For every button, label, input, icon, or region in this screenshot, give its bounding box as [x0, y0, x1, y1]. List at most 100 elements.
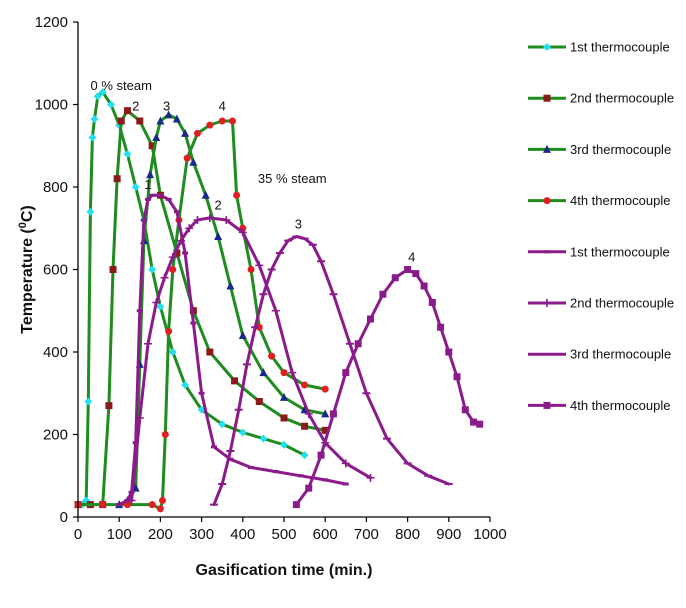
y-axis-title-sup: 0 — [17, 222, 29, 228]
data-point — [322, 478, 329, 482]
data-point — [168, 348, 177, 356]
data-point — [280, 369, 288, 377]
data-point — [156, 116, 165, 125]
legend-swatch-marker — [543, 401, 551, 409]
x-tick-label: 500 — [271, 526, 296, 543]
y-tick-label: 1200 — [35, 14, 68, 31]
y-tick-label: 600 — [43, 262, 68, 279]
legend-entry: 2nd thermocouple — [528, 91, 674, 106]
legend-entry: 1st thermocouple — [528, 244, 670, 259]
legend-entry: 4th thermocouple — [528, 193, 670, 208]
annotation-label: 3 — [295, 216, 302, 231]
data-point — [391, 274, 399, 282]
data-point — [301, 422, 309, 430]
data-point — [117, 117, 125, 125]
data-point — [304, 409, 313, 418]
annotation-label: 2 — [132, 99, 139, 114]
x-tick-label: 400 — [230, 526, 255, 543]
x-tick-label: 0 — [74, 526, 82, 543]
data-point — [428, 299, 436, 306]
x-tick-label: 700 — [354, 526, 379, 543]
annotation-label: 4 — [408, 249, 415, 264]
data-point — [280, 392, 288, 401]
data-point — [461, 406, 469, 414]
data-point — [206, 348, 214, 356]
data-point — [132, 441, 139, 445]
data-point — [145, 197, 152, 201]
data-point — [222, 216, 231, 224]
x-tick-label: 800 — [395, 526, 420, 543]
data-point — [280, 440, 288, 449]
data-point — [165, 197, 172, 201]
y-axis-title: Temperature (0C) — [17, 205, 36, 334]
data-point — [173, 210, 180, 214]
data-point — [404, 266, 412, 273]
data-point — [280, 414, 288, 422]
legend-label: 2nd thermocouple — [570, 91, 674, 106]
plot-area — [74, 88, 484, 513]
annotation-label: 4 — [219, 99, 226, 114]
x-tick-label: 300 — [189, 526, 214, 543]
legend-label: 1st thermocouple — [570, 40, 670, 55]
data-point — [185, 224, 194, 233]
data-point — [238, 331, 247, 339]
series-7 — [209, 235, 453, 507]
y-tick-label: 1000 — [35, 97, 68, 114]
series-1 — [78, 88, 309, 509]
data-point — [168, 253, 177, 262]
data-point — [233, 191, 241, 199]
legend-entry: 3rd thermocouple — [528, 142, 671, 157]
legend-label: 4th thermocouple — [570, 398, 670, 413]
data-point — [198, 391, 205, 395]
annotation-label: 3 — [163, 99, 170, 114]
tick-group: 0 200 400 600 800 1000 1200 0 100 200 300 400 500 600… — [35, 14, 507, 543]
data-point — [135, 414, 144, 422]
data-point — [300, 451, 309, 460]
data-point — [123, 150, 132, 158]
data-point — [99, 501, 107, 509]
data-point — [169, 266, 177, 273]
data-point — [152, 298, 161, 307]
legend-label: 3rd thermocouple — [570, 347, 671, 362]
data-point — [305, 484, 313, 492]
data-point — [379, 290, 387, 298]
data-point — [214, 232, 223, 240]
data-point — [259, 368, 268, 377]
x-tick-label: 1000 — [473, 526, 506, 543]
legend-label: 1st thermocouple — [570, 244, 670, 259]
data-point — [367, 315, 375, 323]
y-tick-label: 200 — [43, 427, 68, 444]
legend-entry: 4th thermocouple — [528, 398, 670, 413]
data-point — [182, 251, 189, 255]
data-point — [93, 92, 102, 101]
data-point — [164, 110, 173, 119]
data-point — [205, 213, 214, 222]
legend-swatch-marker — [543, 94, 551, 102]
annotation-label: 1 — [144, 177, 151, 192]
series-5 — [116, 193, 349, 507]
data-point — [183, 154, 191, 162]
y-axis-title-main: Temperature ( — [19, 228, 36, 334]
annotation-label: 35 % steam — [258, 171, 327, 186]
annotation-label: 0 % steam — [91, 78, 152, 93]
data-point — [124, 499, 131, 502]
data-point — [317, 451, 325, 459]
data-point — [201, 190, 210, 199]
data-point — [445, 348, 453, 356]
y-tick-label: 0 — [60, 509, 68, 526]
x-tick-label: 100 — [107, 526, 132, 543]
data-point — [229, 117, 236, 125]
data-point — [127, 496, 136, 505]
data-point — [173, 249, 181, 257]
data-point — [342, 369, 350, 377]
data-point — [160, 273, 169, 282]
legend-entry: 2nd thermocouple — [528, 296, 674, 311]
data-point — [271, 306, 280, 315]
data-point — [148, 142, 156, 150]
legend-swatch-marker — [543, 43, 551, 51]
data-point — [259, 434, 268, 443]
data-point — [288, 368, 297, 377]
data-point — [255, 261, 264, 270]
x-tick-label: 900 — [436, 526, 461, 543]
data-point — [177, 236, 185, 245]
